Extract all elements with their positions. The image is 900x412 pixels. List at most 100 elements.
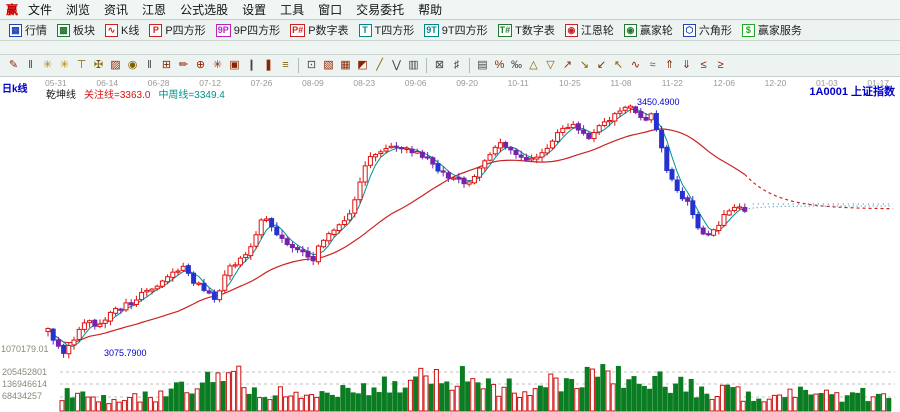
toolbar-button-quotes[interactable]: ▦ 行情 (4, 21, 52, 39)
approx-icon[interactable]: ≈ (649, 59, 656, 71)
toolbar-separator (298, 58, 299, 73)
menu-item[interactable]: 文件 (28, 3, 53, 17)
toolbar-button-label: 赢家轮 (639, 25, 673, 37)
date-label: 07-26 (250, 78, 273, 88)
menu-item[interactable]: 资讯 (104, 3, 129, 17)
toolbar-button-9p-square[interactable]: 9P 9P四方形 (211, 21, 285, 39)
indicator-name: 乾坤线 (46, 90, 76, 101)
menu-item[interactable]: 浏览 (66, 3, 91, 17)
date-axis: 05-31 06-14 06-28 07-12 07-26 08-09 08-23 09-06… (0, 78, 900, 88)
percent-icon[interactable]: % (494, 59, 505, 71)
permille-icon[interactable]: ‰ (511, 59, 522, 71)
pencil-icon[interactable]: ✎ (8, 59, 19, 71)
square-dot-icon[interactable]: ▣ (229, 59, 240, 71)
grid-add-icon[interactable]: ⊞ (161, 59, 172, 71)
toolbar-button-label: T四方形 (374, 25, 415, 37)
date-label: 11-22 (661, 78, 683, 88)
toolbar-spacer (0, 41, 900, 55)
bars-icon[interactable]: ‖ (147, 59, 152, 71)
toolbar-button-label: T数字表 (515, 25, 555, 37)
symbol-label[interactable]: 1A0001 上证指数 (809, 86, 895, 98)
toolbar-button-p-number-table[interactable]: P# P数字表 (285, 21, 353, 39)
sharp-icon[interactable]: ♯ (453, 59, 460, 71)
arrow-up-icon[interactable]: ⇑ (664, 59, 675, 71)
toolbar-button-t-square[interactable]: T T四方形 (354, 21, 420, 39)
grid-chart-icon[interactable]: ▦ (340, 59, 351, 71)
gte-icon[interactable]: ≥ (717, 59, 724, 71)
period-label[interactable]: 日k线 (2, 84, 28, 95)
sectors-icon: ▩ (57, 23, 70, 37)
hatch2-icon[interactable]: ▧ (323, 59, 334, 71)
date-label: 12-06 (713, 78, 735, 88)
pen-icon[interactable]: ✏ (178, 59, 189, 71)
menu-item[interactable]: 工具 (280, 3, 305, 17)
triangle-down-icon[interactable]: ▽ (546, 59, 555, 71)
bar-thin-icon[interactable]: ❙ (246, 59, 257, 71)
bar-thick-icon[interactable]: ❚ (263, 59, 274, 71)
toolbar-button-winner-service[interactable]: $ 赢家服务 (737, 21, 807, 39)
indicator-row: 乾坤线 关注线=3363.0 中周线=3349.4 (46, 86, 225, 101)
menu-item[interactable]: 帮助 (418, 3, 443, 17)
arrow-sw-icon[interactable]: ↙ (596, 59, 607, 71)
kline-icon: ∿ (105, 23, 118, 37)
toolbar-button-winner-wheel[interactable]: ◉ 赢家轮 (619, 21, 678, 39)
hatch-icon[interactable]: ▨ (110, 59, 121, 71)
diagonal-line-icon[interactable]: ╱ (376, 59, 383, 71)
asterisk-icon[interactable]: ✳ (212, 59, 223, 71)
parallel-lines-icon[interactable]: ‖ (28, 59, 33, 71)
toolbar-button-hexagon[interactable]: ⬡ 六角形 (678, 21, 737, 39)
candlestick-chart-canvas[interactable] (0, 77, 900, 412)
date-label: 01-17 (867, 78, 890, 88)
columns-icon[interactable]: ▥ (408, 59, 419, 71)
star-tool2-icon[interactable]: ✳ (59, 59, 70, 71)
toolbar-button-label: 赢家服务 (757, 25, 802, 37)
target-icon[interactable]: ◉ (127, 59, 138, 71)
low-secondary-annotation: 1070179.01 (1, 344, 49, 354)
toolbar-button-kline[interactable]: ∿ K线 (100, 21, 144, 39)
date-label: 11-08 (610, 78, 632, 88)
lte-icon[interactable]: ≤ (700, 59, 707, 71)
date-label: 07-12 (199, 78, 221, 88)
toolbar-button-p-square[interactable]: P P四方形 (144, 21, 210, 39)
arrow-down-icon[interactable]: ⇓ (681, 59, 692, 71)
menu-lines-icon[interactable]: ≡ (282, 59, 289, 71)
main-toolbar: ▦ 行情 ▩ 板块 ∿ K线 P P四方形 9P 9P四方形 P# P数字表 T T四方形 9T 9T四方形 T… (0, 20, 900, 41)
cross-tool-icon[interactable]: ✠ (93, 59, 104, 71)
arrow-nw-icon[interactable]: ↖ (613, 59, 624, 71)
menu-item[interactable]: 交易委托 (356, 3, 405, 17)
menu-item[interactable]: 设置 (242, 3, 267, 17)
menu-item[interactable]: 窗口 (318, 3, 343, 17)
arrow-ne-icon[interactable]: ↗ (562, 59, 573, 71)
toolbar-separator (426, 58, 427, 73)
9t-square-icon: 9T (424, 23, 439, 37)
list-icon[interactable]: ▤ (477, 59, 488, 71)
window-tool-icon[interactable]: ⊡ (306, 59, 317, 71)
star-tool-icon[interactable]: ✳ (42, 59, 53, 71)
toolbar-button-label: 9P四方形 (233, 25, 281, 37)
date-label: 09-20 (456, 78, 478, 88)
menu-item[interactable]: 江恩 (142, 3, 167, 17)
toolbar-button-label: 六角形 (698, 25, 732, 37)
tsquare-icon[interactable]: ⊤ (76, 59, 87, 71)
toolbar-button-gann-wheel[interactable]: ◉ 江恩轮 (560, 21, 619, 39)
menu-item[interactable]: 公式选股 (180, 3, 229, 17)
hexagon-icon: ⬡ (682, 23, 696, 37)
toolbar-button-sectors[interactable]: ▩ 板块 (52, 21, 100, 39)
toolbar-button-9t-square[interactable]: 9T 9T四方形 (419, 21, 492, 39)
volume-scale-value: 68434257 (2, 391, 43, 402)
box-x-icon[interactable]: ⊠ (434, 59, 445, 71)
drawing-toolbar: ✎ ‖ ✳ ✳ ⊤ ✠ ▨ ◉ ‖ ⊞ ✏ ⊕ ✳ ▣ ❙ ❚ ≡ ⊡ ▧ ▦ ◩ ╱ ⋁ ▥ ⊠ ♯ ▤% ‰ △ ▽ ↗ ↘ ↙ ↖ ∿ ≈ ⇑ ⇓ ≤… (0, 55, 900, 77)
high-price-annotation: 3450.4900 (637, 97, 680, 107)
arrow-se-icon[interactable]: ↘ (579, 59, 590, 71)
9p-square-icon: 9P (215, 23, 231, 37)
toolbar-separator (469, 58, 470, 73)
circle-cross-icon[interactable]: ⊕ (195, 59, 206, 71)
vee-icon[interactable]: ⋁ (391, 59, 402, 71)
toolbar-button-t-number-table[interactable]: T# T数字表 (493, 21, 560, 39)
half-square-icon[interactable]: ◩ (357, 59, 368, 71)
focus-line-value: 关注线=3363.0 (84, 90, 151, 101)
volume-scale: 205452801 136946614 68434257 (2, 366, 47, 403)
p-number-table-icon: P# (290, 23, 306, 37)
triangle-up-icon[interactable]: △ (529, 59, 538, 71)
wave-icon[interactable]: ∿ (630, 59, 641, 71)
